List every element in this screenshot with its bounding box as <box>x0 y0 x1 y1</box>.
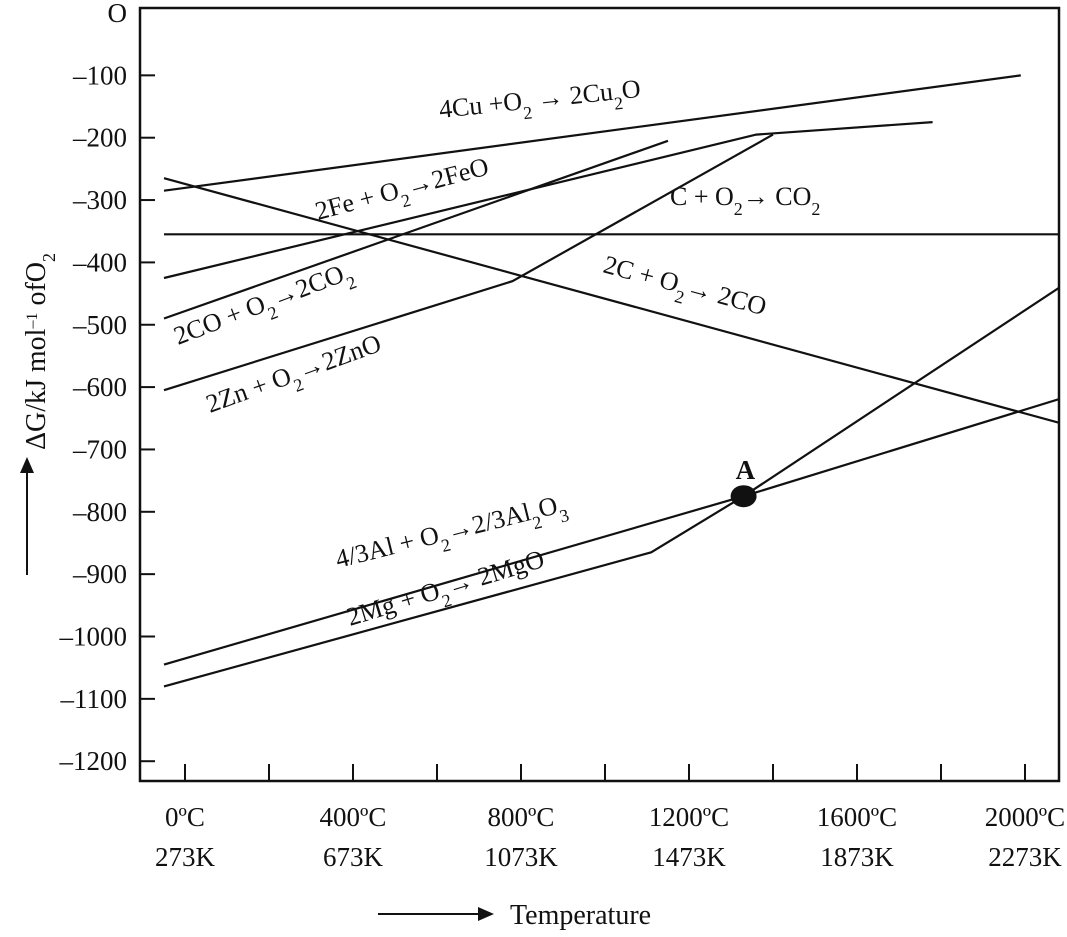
y-tick-label: –200 <box>72 123 127 153</box>
series-line-al <box>163 397 1059 666</box>
y-tick-label: –500 <box>72 310 127 340</box>
y-tick-label: –800 <box>72 497 127 527</box>
series-line-mg <box>163 286 1059 688</box>
series-labels: 4Cu +O2 → 2Cu2O 2Fe + O2→2FeO C + O2→ CO… <box>170 74 821 632</box>
y-tick-label: –700 <box>72 434 127 464</box>
y-tick-label: –1000 <box>59 622 128 652</box>
x-tick-label-kelvin: 673K <box>323 842 384 872</box>
x-tick-label-celsius: 800ºC <box>488 802 555 832</box>
y-tick-label: –1200 <box>59 746 128 776</box>
x-axis-arrow-icon <box>478 907 494 921</box>
label-c-co: 2C + O2→ 2CO <box>598 250 769 329</box>
x-tick-label-celsius: 400ºC <box>320 802 387 832</box>
x-tick-label-celsius: 1600ºC <box>817 802 897 832</box>
y-tick-label: –400 <box>72 247 127 277</box>
series-lines <box>163 74 1059 688</box>
y-tick-label: –300 <box>72 185 127 215</box>
label-c-co2: C + O2→ CO2 <box>670 182 820 219</box>
y-tick-label: –1100 <box>60 684 128 714</box>
plot-area <box>138 6 1061 783</box>
series-line-cu <box>163 74 1021 192</box>
x-tick-label-kelvin: 273K <box>155 842 216 872</box>
x-tick-labels: 0ºC 273K 400ºC 673K 800ºC 1073K 1200ºC 1473K 160… <box>155 802 1065 872</box>
y-tick-label: –900 <box>72 559 127 589</box>
annotation-point-label: A <box>736 455 756 485</box>
x-tick-label-kelvin: 2273K <box>988 842 1062 872</box>
x-axis-title: Temperature <box>510 900 651 931</box>
series-line-c_co <box>163 177 1059 424</box>
series-line-zn <box>163 133 774 392</box>
x-tick-label-celsius: 2000ºC <box>985 802 1065 832</box>
x-tick-label-kelvin: 1073K <box>484 842 558 872</box>
y-axis-title: ΔG/kJ mol–1 ofO2 <box>21 253 59 450</box>
y-axis-arrow-icon <box>20 457 34 473</box>
y-tick-labels: O –100 –200 –300 –400 –500 –600 –700 –800 –900 –10… <box>59 0 128 776</box>
x-axis-title-group: Temperature <box>378 900 651 931</box>
label-cu: 4Cu +O2 → 2Cu2O <box>438 74 643 132</box>
x-tick-label-celsius: 0ºC <box>165 802 205 832</box>
y-tick-label: O <box>108 0 128 28</box>
series-line-co <box>163 139 669 320</box>
annotation-point-dot <box>730 485 757 508</box>
x-tick-label-kelvin: 1873K <box>820 842 894 872</box>
y-axis-title-group: ΔG/kJ mol–1 ofO2 <box>20 253 59 575</box>
tick-marks <box>140 74 1026 781</box>
label-zn: 2Zn + O2→2ZnO <box>202 328 388 426</box>
x-tick-label-celsius: 1200ºC <box>649 802 729 832</box>
y-tick-label: –100 <box>72 60 127 90</box>
series-line-fe <box>163 121 933 280</box>
annotations: A <box>730 455 757 508</box>
x-tick-label-kelvin: 1473K <box>652 842 726 872</box>
y-tick-label: –600 <box>72 372 127 402</box>
